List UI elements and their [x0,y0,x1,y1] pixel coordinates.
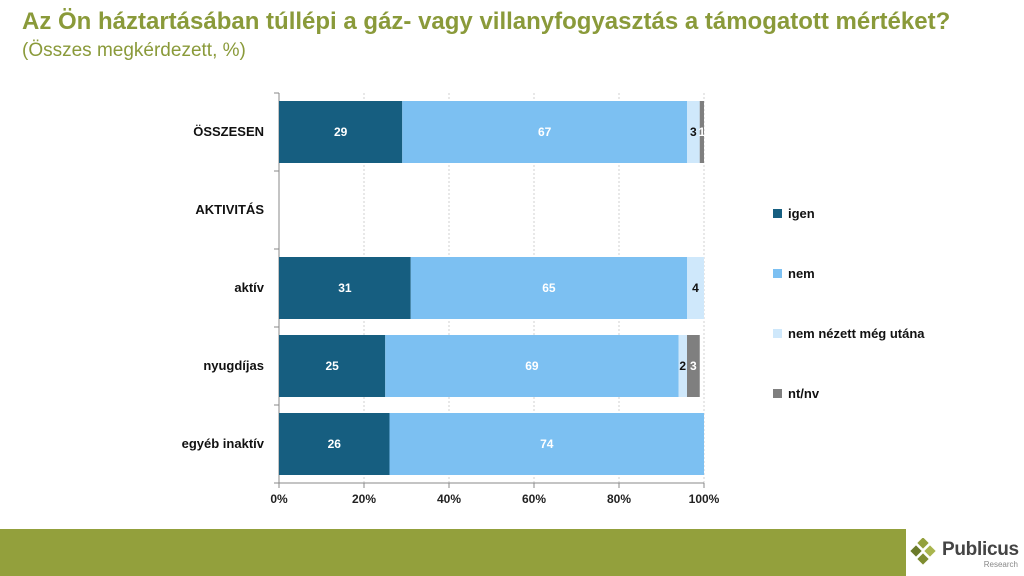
publicus-logo: Publicus Research [906,529,1024,576]
category-label: aktív [234,280,264,295]
brand-sub: Research [983,560,1018,569]
data-label: 67 [538,125,552,139]
data-label: 1 [699,125,706,139]
legend-label: igen [788,206,815,221]
bar-segment [687,257,704,319]
data-label: 65 [542,281,556,295]
x-tick-label: 80% [607,492,631,506]
bar-segment [279,413,390,475]
data-label: 25 [325,359,339,373]
legend-label: nem nézett még utána [788,326,925,341]
chart-title: Az Ön háztartásában túllépi a gáz- vagy … [22,8,951,35]
category-label: AKTIVITÁS [195,202,264,217]
bar-segment [687,101,700,163]
data-label: 4 [692,281,699,295]
x-tick-label: 40% [437,492,461,506]
data-label: 3 [690,359,697,373]
x-tick-label: 20% [352,492,376,506]
bar-segment [678,335,687,397]
publicus-diamond-icon [910,538,936,565]
category-label: nyugdíjas [203,358,264,373]
legend-swatch [773,269,782,278]
data-label: 3 [690,125,697,139]
data-label: 74 [540,437,554,451]
data-label: 31 [338,281,352,295]
bar-segment [279,257,411,319]
data-label: 29 [334,125,348,139]
bar-segment [699,101,704,163]
category-label: ÖSSZESEN [193,124,264,139]
x-tick-label: 0% [270,492,288,506]
legend-swatch [773,209,782,218]
category-label: egyéb inaktív [182,436,265,451]
bar-segment [389,413,704,475]
chart-subtitle: (Összes megkérdezett, %) [22,40,246,61]
bar-segment [279,335,386,397]
data-label: 69 [525,359,539,373]
x-tick-label: 100% [689,492,720,506]
legend-label: nt/nv [788,386,820,401]
legend-swatch [773,389,782,398]
footer-bar [0,529,1024,576]
stacked-bar-chart: 0% 20% 40% 60% 80% 100%ÖSSZESEN 29 67 3 1AKTIVITÁ… [182,92,925,506]
bar-segment [410,257,687,319]
x-tick-label: 60% [522,492,546,506]
legend-swatch [773,329,782,338]
brand-name: Publicus [942,539,1019,560]
bar-segment [279,101,403,163]
data-label: 26 [328,437,342,451]
legend-label: nem [788,266,815,281]
bar-segment [385,335,679,397]
bar-segment [687,335,700,397]
bar-segment [402,101,687,163]
data-label: 2 [679,359,686,373]
